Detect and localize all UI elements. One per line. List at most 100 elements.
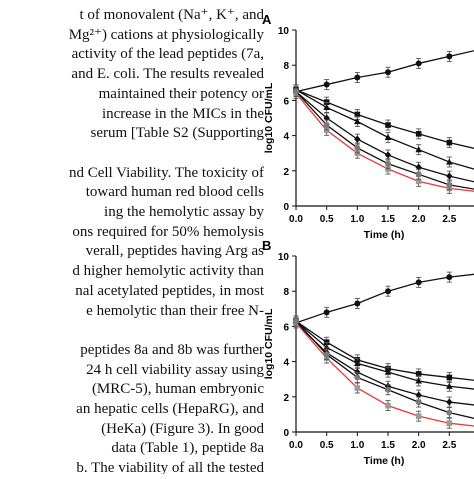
text-line: toward human red blood cells: [85, 184, 264, 201]
data-point: [446, 53, 453, 60]
x-tick-label: 1.0: [350, 440, 364, 451]
data-point: [384, 133, 392, 140]
x-tick-label: 1.5: [381, 214, 395, 225]
data-point: [415, 146, 422, 153]
data-point: [446, 409, 453, 416]
x-axis-label: Time (h): [364, 229, 405, 241]
data-point: [446, 374, 453, 381]
data-point: [354, 118, 361, 125]
text-line: an hepatic cells (HepaRG), and: [76, 401, 264, 417]
x-axis-label: Time (h): [364, 455, 405, 467]
data-point: [354, 135, 361, 143]
x-tick-label: 2.5: [442, 440, 456, 451]
series-line: [295, 322, 474, 406]
data-point: [446, 274, 453, 281]
x-tick-label: 0.5: [320, 440, 334, 451]
y-tick-label: 0: [283, 202, 289, 213]
data-point: [293, 88, 299, 95]
data-point: [354, 374, 361, 381]
data-point: [415, 377, 422, 384]
data-point: [323, 81, 330, 88]
text-line: and E. coli. The results revealed: [71, 66, 264, 83]
text-line: b. The viability of all the tested: [76, 460, 264, 474]
data-point: [446, 172, 453, 180]
y-tick-label: 8: [283, 61, 289, 72]
data-point: [415, 279, 422, 286]
y-tick-label: 2: [283, 167, 289, 178]
y-tick-label: 6: [283, 96, 289, 107]
data-point: [385, 160, 391, 167]
data-point: [446, 158, 453, 165]
text-line: serum [Table S2 (Supporting: [90, 125, 264, 142]
text-line: t of monovalent (Na⁺, K⁺, and: [79, 7, 264, 23]
data-point: [385, 69, 391, 76]
data-point: [415, 178, 422, 185]
y-tick-label: 8: [283, 287, 289, 298]
data-point: [354, 74, 361, 81]
data-point: [354, 111, 361, 118]
panel-label: A: [262, 12, 272, 27]
data-point: [323, 122, 330, 129]
y-tick-label: 10: [278, 252, 290, 263]
x-tick-label: 1.5: [381, 440, 395, 451]
x-tick-label: 1.0: [350, 214, 364, 225]
text-line: maintained their potency or: [98, 85, 264, 102]
y-tick-label: 4: [283, 358, 289, 369]
data-point: [293, 318, 299, 325]
series-line: [295, 89, 474, 170]
data-point: [385, 122, 391, 128]
text-line: 24 h cell viability assay using: [86, 361, 264, 378]
text-line: e hemolytic than their free N-: [86, 302, 264, 319]
x-tick-label: 0.0: [289, 214, 303, 225]
data-point: [354, 359, 361, 366]
y-tick-label: 0: [283, 428, 289, 439]
data-point: [323, 351, 330, 358]
data-point: [446, 181, 453, 188]
data-point: [446, 398, 453, 406]
data-point: [354, 385, 361, 391]
data-point: [415, 171, 422, 178]
series-line: [295, 320, 474, 419]
text-line: data (Table 1), peptide 8a: [111, 440, 264, 457]
data-point: [385, 402, 391, 409]
x-tick-label: 2.0: [412, 214, 426, 225]
text-line: d higher hemolytic activity than: [72, 263, 264, 280]
text-line: (HeKa) (Figure 3). In good: [101, 420, 264, 437]
data-point: [323, 309, 330, 316]
y-tick-label: 6: [283, 322, 289, 333]
text-line: ing the hemolytic assay by: [104, 204, 264, 220]
text-line: (MRC-5), human embryonic: [91, 381, 264, 398]
data-point: [354, 300, 361, 307]
x-tick-label: 2.0: [412, 440, 426, 451]
data-point: [415, 399, 422, 406]
y-axis-label: log10 CFU/mL: [263, 82, 275, 153]
data-point: [323, 344, 330, 351]
x-tick-label: 0.5: [320, 214, 334, 225]
x-tick-label: 2.5: [442, 214, 456, 225]
data-point: [384, 368, 392, 375]
text-line: increase in the MICs in the: [101, 105, 264, 122]
text-line: nal acetylated peptides, in most: [75, 282, 264, 299]
data-point: [385, 288, 391, 295]
data-point: [323, 103, 330, 111]
text-line: Mg²⁺) cations at physiologically: [68, 26, 264, 43]
data-point: [415, 371, 422, 377]
text-line: verall, peptides having Arg as: [85, 243, 264, 260]
x-tick-label: 0.0: [289, 440, 303, 451]
data-point: [415, 131, 422, 137]
data-point: [415, 413, 422, 419]
data-point: [446, 382, 453, 389]
data-point: [385, 386, 391, 393]
data-point: [415, 60, 422, 67]
y-tick-label: 4: [283, 132, 289, 143]
text-line: activity of the lead peptides (7a,: [71, 46, 264, 63]
data-point: [384, 151, 392, 159]
text-line: ons required for 50% hemolysis: [72, 223, 264, 240]
y-tick-label: 10: [278, 26, 290, 37]
y-tick-label: 2: [283, 393, 289, 404]
y-axis-label: log10 CFU/mL: [263, 308, 275, 379]
series-line: [295, 273, 474, 324]
data-point: [354, 144, 361, 151]
